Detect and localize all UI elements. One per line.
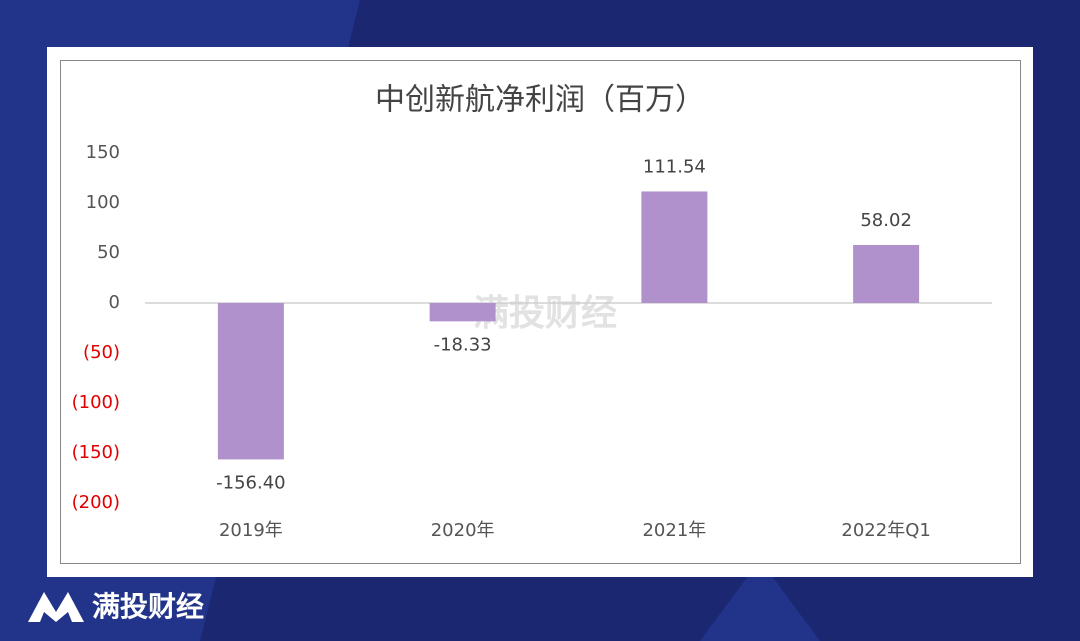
x-tick-label: 2021年 — [642, 520, 706, 541]
panel — [47, 47, 1033, 577]
chart-title: 中创新航净利润（百万） — [375, 83, 705, 118]
brand-name: 满投财经 — [92, 590, 204, 623]
y-tick-label: 150 — [86, 142, 120, 163]
bar — [429, 303, 496, 322]
value-label: 111.54 — [643, 156, 706, 177]
value-label: -18.33 — [434, 334, 492, 355]
y-tick-label: (200) — [72, 492, 120, 513]
brand-logo: 满投财经 — [28, 590, 204, 623]
y-tick-label: (150) — [72, 442, 120, 463]
bar — [217, 303, 284, 460]
y-tick-label: 0 — [109, 292, 120, 313]
y-tick-label: (100) — [72, 392, 120, 413]
bg-shape — [700, 560, 820, 641]
y-tick-label: (50) — [83, 342, 120, 363]
value-label: 58.02 — [860, 210, 912, 231]
logo-icon — [28, 592, 84, 622]
bar — [641, 191, 708, 303]
chart-border — [60, 60, 1021, 564]
x-tick-label: 2022年Q1 — [841, 520, 930, 541]
value-label: -156.40 — [216, 472, 285, 493]
x-tick-label: 2019年 — [219, 520, 283, 541]
y-tick-label: 100 — [86, 192, 120, 213]
x-tick-label: 2020年 — [431, 520, 495, 541]
bar — [853, 244, 920, 303]
watermark: 满投财经 — [473, 293, 617, 334]
y-tick-label: 50 — [97, 242, 120, 263]
